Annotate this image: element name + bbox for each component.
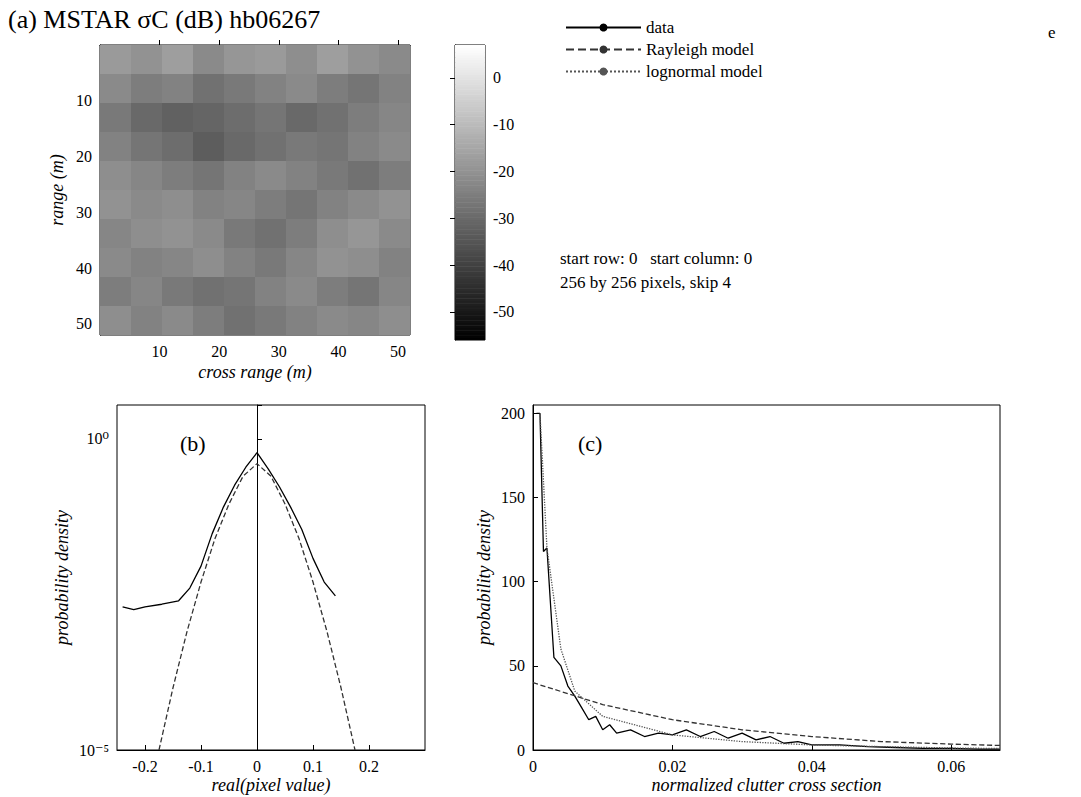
svg-text:Rayleigh model: Rayleigh model [646,40,754,59]
svg-text:50: 50 [76,315,92,332]
svg-text:-50: -50 [493,303,514,320]
svg-text:10⁰: 10⁰ [87,430,109,447]
svg-text:10: 10 [152,343,168,360]
svg-text:start row: 0 start column: 0: start row: 0 start column: 0 [560,249,752,268]
svg-text:256 by 256 pixels, skip 4: 256 by 256 pixels, skip 4 [560,273,731,292]
svg-text:-40: -40 [493,257,514,274]
svg-text:cross range (m): cross range (m) [198,362,311,383]
svg-text:-0.2: -0.2 [132,758,157,775]
svg-text:0: 0 [253,758,261,775]
svg-text:0: 0 [529,758,537,775]
svg-text:e: e [1048,23,1056,42]
svg-text:30: 30 [76,204,92,221]
svg-text:(a) MSTAR σC (dB) hb06267: (a) MSTAR σC (dB) hb06267 [8,5,320,34]
svg-text:30: 30 [271,343,287,360]
svg-text:50: 50 [390,343,406,360]
svg-text:0: 0 [493,69,501,86]
svg-text:probability density: probability density [52,510,72,647]
svg-text:200: 200 [501,405,525,422]
svg-text:0.2: 0.2 [359,758,379,775]
svg-text:40: 40 [330,343,346,360]
svg-text:(c): (c) [578,431,602,456]
svg-text:range (m): range (m) [47,154,68,225]
svg-text:20: 20 [76,148,92,165]
svg-text:10: 10 [76,92,92,109]
svg-text:-30: -30 [493,210,514,227]
svg-text:10⁻⁵: 10⁻⁵ [79,742,109,759]
svg-text:lognormal model: lognormal model [646,62,763,81]
svg-text:normalized clutter cross secti: normalized clutter cross section [652,775,882,795]
svg-text:0.02: 0.02 [658,758,686,775]
svg-text:-20: -20 [493,163,514,180]
svg-text:150: 150 [501,489,525,506]
svg-text:data: data [646,18,675,37]
svg-text:20: 20 [211,343,227,360]
svg-text:0: 0 [517,742,525,759]
svg-text:-10: -10 [493,116,514,133]
svg-text:0.1: 0.1 [303,758,323,775]
svg-text:40: 40 [76,260,92,277]
svg-text:-0.1: -0.1 [188,758,213,775]
svg-text:probability density: probability density [474,510,494,647]
svg-text:0.06: 0.06 [937,758,965,775]
svg-text:(b): (b) [180,431,206,456]
svg-text:100: 100 [501,573,525,590]
svg-text:50: 50 [509,657,525,674]
svg-text:real(pixel value): real(pixel value) [212,775,331,796]
svg-text:0.04: 0.04 [798,758,826,775]
